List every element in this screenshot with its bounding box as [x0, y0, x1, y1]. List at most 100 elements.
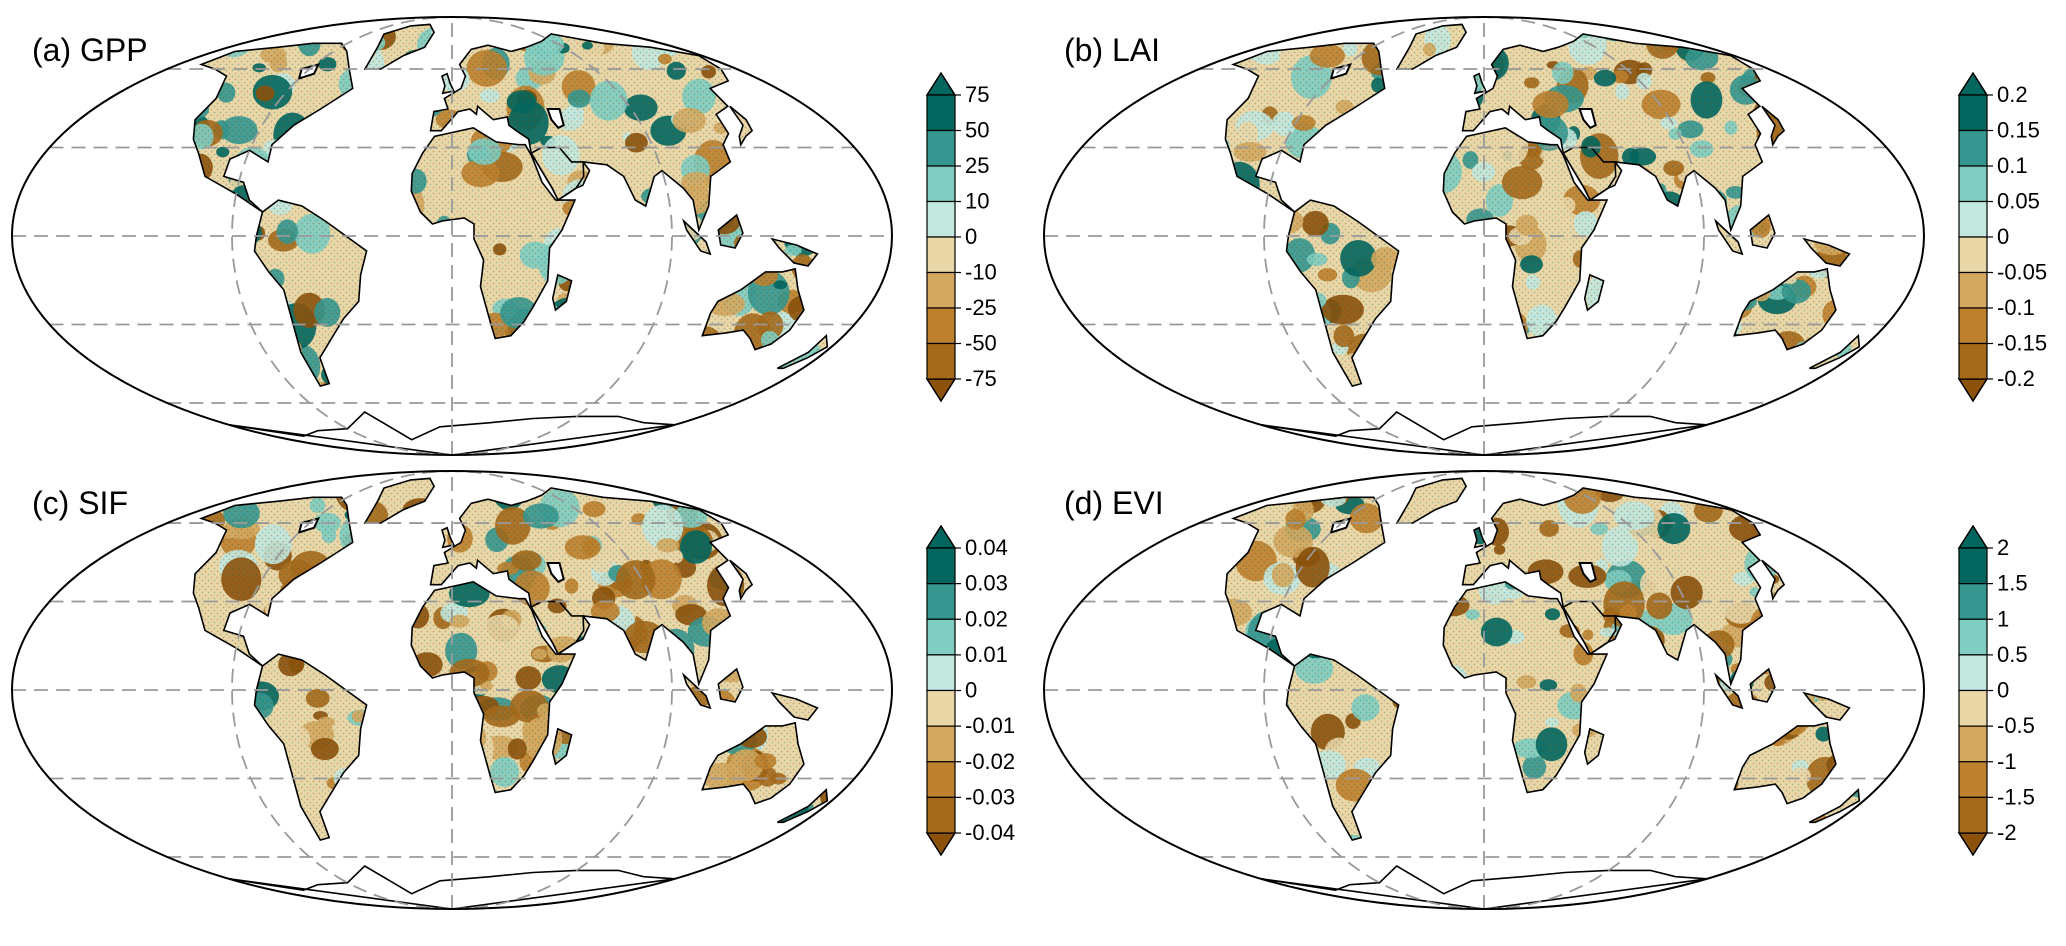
- colorbar-tick-label: 0.2: [1997, 82, 2028, 107]
- colorbar-bin: [926, 165, 956, 203]
- coastline-australia: [701, 267, 805, 351]
- graticule-meridian: [1263, 471, 1485, 909]
- colorbar-tick-label: -0.1: [1997, 295, 2035, 320]
- colorbar-min-arrow: [925, 378, 957, 403]
- coastline-sumatra: [681, 672, 712, 710]
- antarctica-outline: [228, 865, 676, 909]
- coastline-japan: [1761, 105, 1786, 147]
- coastline-europe-asia: [429, 33, 732, 233]
- coastline-north-america: [192, 496, 354, 667]
- colorbar-tick-label: -25: [965, 295, 997, 320]
- coastline-new-guinea: [770, 237, 819, 267]
- panel-c: 0.04 0.03 0.02 0.01 0 -0.01 -0.02 -0.03 -0.04: [11, 470, 1015, 910]
- coastline-sumatra: [681, 218, 712, 256]
- coastline-south-america: [1285, 653, 1400, 842]
- panel-b: 0.2 0.15 0.1 0.05 0 -0.05 -0.1 -0.15 -0.2: [1043, 16, 2047, 456]
- graticule-meridian: [1263, 17, 1485, 455]
- coastline-greenland: [363, 477, 436, 524]
- panel-d: 2 1.5 1 0.5 0 -0.5 -1 -1.5 -2: [1043, 470, 2035, 910]
- coastline-uk: [1473, 72, 1487, 95]
- colorbar-tick-label: 0.15: [1997, 118, 2040, 143]
- globe-outline: [1043, 16, 1925, 456]
- colorbar-tick-label: -50: [965, 331, 997, 356]
- colorbar-tick-label: 0: [1997, 678, 2009, 703]
- lake-outline: [546, 562, 565, 584]
- globe-outline: [1043, 470, 1925, 910]
- colorbar-tick-label: 0.02: [965, 606, 1008, 631]
- coastline-greenland: [363, 23, 436, 70]
- coastline-south-america: [253, 199, 368, 388]
- coastline-madagascar: [1583, 727, 1605, 766]
- colorbar-a: 75 50 25 10 0 -10 -25 -50 -75: [925, 71, 997, 403]
- coastline-africa: [410, 581, 577, 794]
- colorbar-bin: [1958, 129, 1988, 167]
- colorbar-tick-label: -1.5: [1997, 784, 2035, 809]
- coastline-new-guinea: [770, 691, 819, 721]
- coastline-australia: [1733, 721, 1837, 805]
- colorbar-bin: [926, 129, 956, 167]
- colorbar-tick-label: -2: [1997, 820, 2017, 845]
- colorbar-tick-label: -0.2: [1997, 366, 2035, 391]
- coastline-europe-asia: [1461, 33, 1764, 233]
- colorbar-tick-label: -1: [1997, 749, 2017, 774]
- graticule: [12, 471, 892, 909]
- colorbar-b: 0.2 0.15 0.1 0.05 0 -0.05 -0.1 -0.15 -0.2: [1957, 71, 2047, 403]
- colorbar-tick-label: -0.15: [1997, 331, 2047, 356]
- antarctica-outline: [1260, 411, 1708, 455]
- coastline-new-zealand: [1808, 788, 1861, 824]
- colorbar-bin: [1958, 94, 1988, 132]
- colorbar-d: 2 1.5 1 0.5 0 -0.5 -1 -1.5 -2: [1957, 524, 2035, 857]
- colorbar-tick-label: 1.5: [1997, 571, 2028, 596]
- coastline-borneo: [717, 667, 744, 703]
- coastline-borneo: [717, 213, 744, 249]
- coastline-madagascar: [551, 273, 573, 312]
- colorbar-tick-label: 25: [965, 153, 989, 178]
- globe-outline: [11, 470, 893, 910]
- graticule-meridian: [451, 471, 673, 909]
- coastline-africa: [410, 127, 577, 340]
- lake-outline: [546, 108, 565, 130]
- colorbar-tick-label: -0.01: [965, 713, 1015, 738]
- colorbar-max-arrow: [925, 524, 957, 549]
- coastline-north-america: [1224, 42, 1386, 213]
- coastline-sumatra: [1713, 218, 1744, 256]
- colorbar-tick-label: 50: [965, 118, 989, 143]
- colorbar-bin: [926, 271, 956, 309]
- graticule-meridian: [451, 17, 673, 455]
- colorbar-tick-label: -0.04: [965, 820, 1015, 845]
- coastline-new-zealand: [1808, 334, 1861, 370]
- coastline-new-zealand: [776, 334, 829, 370]
- graticule-meridian: [1483, 17, 1705, 455]
- coastline-madagascar: [551, 727, 573, 766]
- colorbar-bin: [926, 725, 956, 763]
- colorbar-min-arrow: [1957, 378, 1989, 403]
- coastline-greenland: [1395, 477, 1468, 524]
- colorbar-tick-label: 0: [1997, 224, 2009, 249]
- colorbar-tick-label: 10: [965, 189, 989, 214]
- lake-outline: [1578, 562, 1597, 584]
- coastline-north-america: [1224, 496, 1386, 667]
- colorbar-tick-label: 0.01: [965, 642, 1008, 667]
- coastline-africa: [1442, 127, 1609, 340]
- colorbar-tick-label: 0: [965, 224, 977, 249]
- graticule: [1044, 17, 1924, 455]
- colorbar-max-arrow: [1957, 524, 1989, 549]
- coastline-borneo: [1749, 667, 1776, 703]
- coastline-uk: [441, 72, 455, 95]
- colorbar-c: 0.04 0.03 0.02 0.01 0 -0.01 -0.02 -0.03 -0.04: [925, 524, 1015, 857]
- colorbar-bin: [926, 618, 956, 656]
- coastline-new-zealand: [776, 788, 829, 824]
- graticule: [12, 17, 892, 455]
- coastline-australia: [1733, 267, 1837, 351]
- colorbar-bin: [1958, 583, 1988, 620]
- colorbar-max-arrow: [925, 71, 957, 96]
- coastline-arabia: [1562, 600, 1623, 656]
- coastline-europe-asia: [1461, 487, 1764, 687]
- colorbar-bin: [1958, 547, 1988, 585]
- colorbar-tick-label: 0.1: [1997, 153, 2028, 178]
- colorbar-bin: [926, 94, 956, 132]
- colorbar-bin: [1958, 271, 1988, 309]
- colorbar-bin: [1958, 725, 1988, 763]
